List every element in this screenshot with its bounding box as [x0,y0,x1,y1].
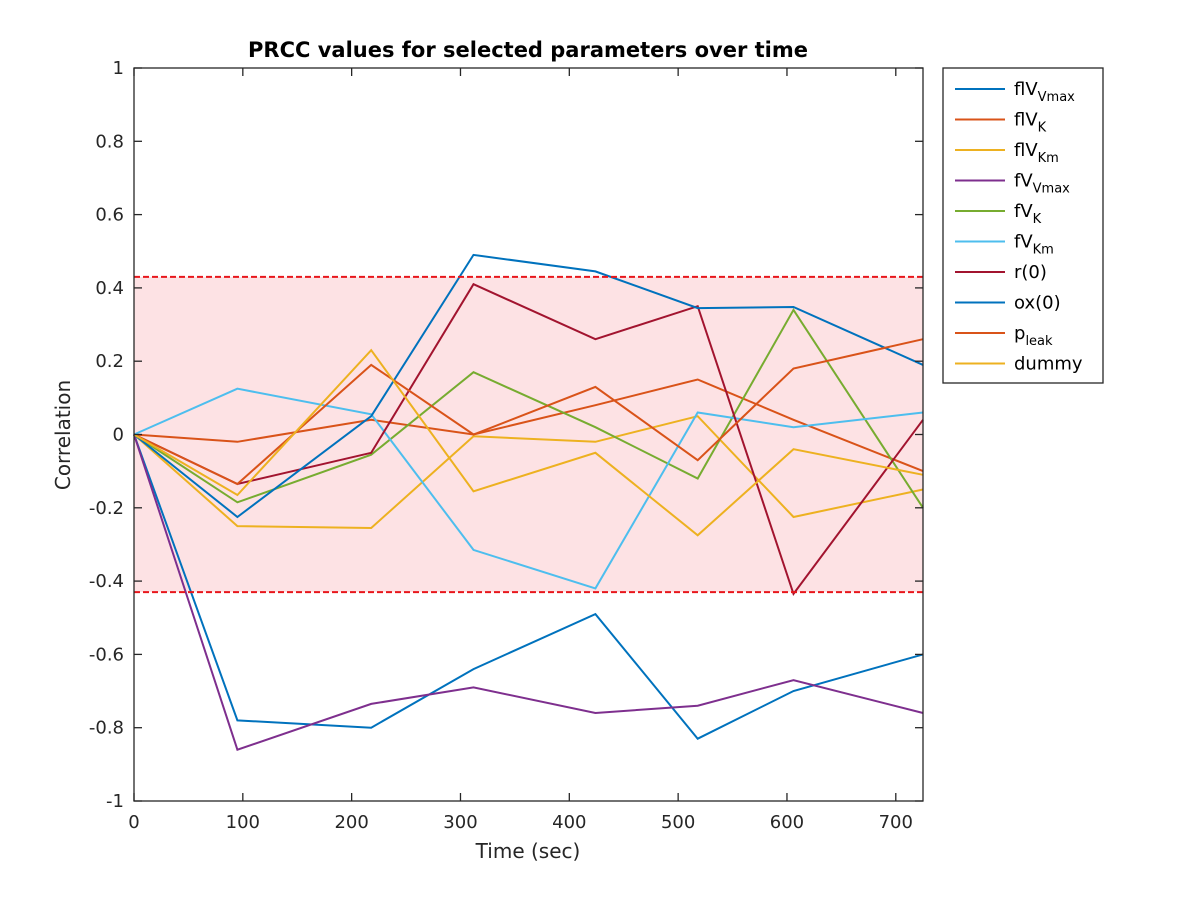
y-axis-ticks: -1 -0.8 -0.6 -0.4 -0.2 0 0.2 0.4 0.6 0.8 1 [89,58,923,812]
series-line-4 [133,434,924,751]
x-tick-label: 300 [443,812,477,833]
y-tick-label: 1 [113,58,124,79]
chart-title: PRCC values for selected parameters over… [248,38,808,62]
legend-label-7: r(0) [1014,262,1047,283]
legend-label-6: fVKm [1014,232,1054,258]
legend-label-8: ox(0) [1014,293,1061,314]
y-tick-label: 0.4 [95,278,124,299]
significance-band [134,276,923,593]
x-tick-label: 500 [661,812,695,833]
y-tick-label: 0.6 [95,205,124,226]
y-tick-label: -0.6 [89,644,124,665]
legend-label-1: flVVmax [1014,79,1075,105]
x-tick-label: 100 [226,812,260,833]
legend-label-9: pleak [1014,323,1053,349]
y-tick-label: -0.2 [89,498,124,519]
x-tick-label: 700 [879,812,913,833]
legend-label-10: dummy [1014,354,1083,375]
y-tick-label: 0 [113,425,124,446]
x-tick-label: 200 [334,812,368,833]
x-tick-label: 600 [770,812,804,833]
legend-label-5: fVK [1014,201,1042,227]
series-line-3 [133,415,924,530]
x-tick-label: 0 [128,812,139,833]
y-tick-label: -0.4 [89,571,124,592]
legend-label-2: flVK [1014,110,1047,136]
y-tick-label: 0.2 [95,351,124,372]
series-line-8 [133,253,924,519]
legend: flVVmax flVK flVKm fVVmax fVK fVKm r(0) ox(0) pl… [942,67,1104,384]
y-tick-label: -0.8 [89,718,124,739]
series-line-2 [133,378,924,473]
legend-entries: flVVmax flVK flVKm fVVmax fVK fVKm r(0) ox(0) pl… [955,79,1083,375]
y-tick-label: 0.8 [95,131,124,152]
series-line-5 [133,307,924,509]
x-axis-label: Time (sec) [475,839,581,863]
y-tick-label: -1 [106,791,124,812]
series-layer [133,253,924,751]
x-axis-ticks: 0 100 200 300 400 500 600 700 [128,68,913,833]
series-line-10 [133,348,924,537]
series-line-9 [133,338,924,486]
series-line-1 [133,434,924,740]
legend-label-3: flVKm [1014,140,1059,166]
y-axis-label: Correlation [51,380,75,490]
series-line-6 [133,387,924,590]
legend-label-4: fVVmax [1014,171,1070,197]
x-tick-label: 400 [552,812,586,833]
series-line-7 [133,282,924,597]
